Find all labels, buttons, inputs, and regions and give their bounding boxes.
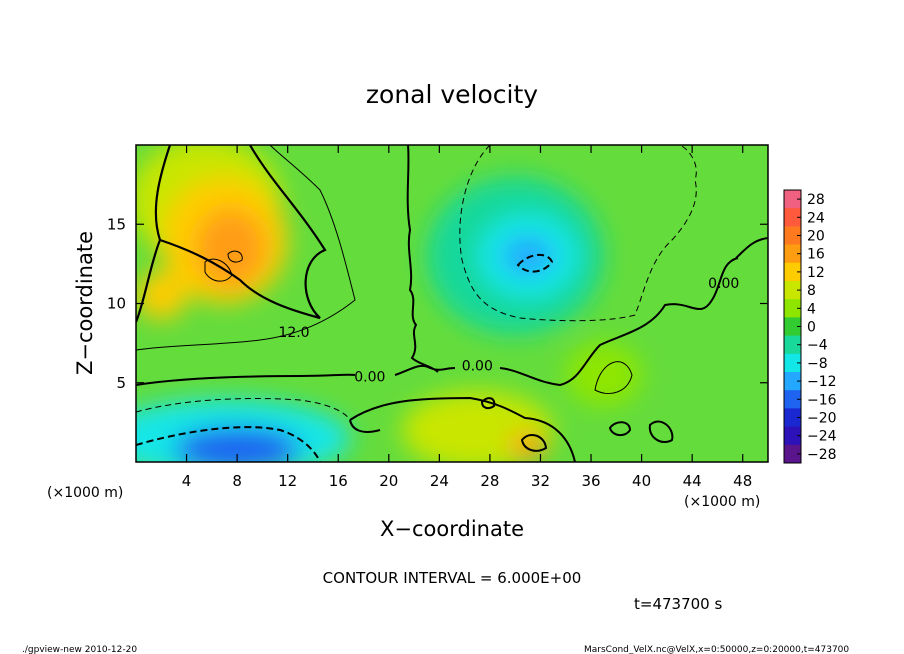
colorbar-segment: [784, 208, 801, 227]
contour-label: 0.00: [354, 369, 385, 385]
colorbar-segment: [784, 426, 801, 446]
contour-line: [136, 237, 768, 387]
colorbar-label: −12: [807, 374, 837, 390]
x-tick-label: 44: [683, 472, 702, 490]
contour-interval: CONTOUR INTERVAL = 6.000E+00: [323, 569, 582, 587]
x-unit-label-right: (×1000 m): [684, 494, 760, 510]
colorbar-label: −24: [807, 429, 837, 445]
colorbar-segment: [784, 244, 801, 264]
contour-lines: [136, 145, 768, 462]
contour-line: [516, 253, 554, 273]
contour-line: [608, 421, 632, 436]
colorbar-label: 20: [807, 229, 825, 245]
y-tick-label: 10: [107, 295, 126, 313]
field-region: [508, 433, 547, 459]
colorbar-segment: [784, 262, 801, 282]
contour-line: [136, 145, 356, 351]
chart-title: zonal velocity: [366, 80, 538, 109]
y-tick-label: 15: [107, 215, 126, 233]
colorbar-segment: [784, 444, 801, 464]
contour-line: [227, 250, 243, 263]
contour-line: [480, 397, 496, 410]
colorbar-segment: [784, 317, 801, 337]
x-tick-label: 40: [632, 472, 651, 490]
colorbar-label: 28: [807, 192, 825, 208]
x-tick-label: 16: [329, 472, 348, 490]
colorbar-label: −28: [807, 447, 837, 463]
colorbar-segment: [784, 390, 801, 409]
y-tick-label: 5: [116, 374, 126, 392]
footer-left: ./gpview-new 2010-12-20: [22, 645, 137, 654]
colorbar-label: −16: [807, 392, 837, 408]
colorbar-segment: [784, 408, 801, 428]
colorbar: 28 24 20 16 12 8 4 0 −4 −8 −12 −16 −20 −24 −28: [783, 189, 837, 464]
colorbar-segment: [784, 335, 801, 355]
field-region: [565, 343, 642, 407]
x-tick-label: 4: [182, 472, 192, 490]
x-tick-label: 28: [480, 472, 499, 490]
contour-line: [594, 361, 633, 394]
x-tick-label: 32: [531, 472, 550, 490]
field-region: [173, 427, 301, 462]
x-tick-label: 8: [232, 472, 242, 490]
x-axis-label: X−coordinate: [380, 517, 524, 541]
velocity-field: [136, 145, 642, 462]
x-tick-label: 12: [278, 472, 297, 490]
colorbar-segment: [784, 353, 801, 373]
contour-line: [136, 398, 351, 421]
colorbar-label: −4: [807, 338, 828, 354]
time-label: t=473700 s: [634, 595, 722, 613]
contour-label: 12.0: [278, 325, 309, 341]
colorbar-label: 0: [807, 320, 816, 336]
field-region: [502, 236, 554, 275]
contour-line: [349, 396, 576, 462]
y-axis: 5 10 15: [107, 215, 768, 392]
field-region: [195, 208, 267, 288]
x-unit-label-left: (×1000 m): [47, 485, 123, 501]
contour-line: [406, 145, 439, 373]
colorbar-label: 16: [807, 247, 825, 263]
y-axis-label: Z−coordinate: [73, 231, 97, 375]
contour-line: [136, 426, 321, 462]
footer-right: MarsCond_VelX.nc@VelX,x=0:50000,z=0:2000…: [584, 645, 849, 654]
plot-area: 12.0 0.00 0.00 0.00: [135, 144, 769, 463]
colorbar-label: −8: [807, 356, 828, 372]
contour-labels: 12.0 0.00 0.00 0.00: [278, 276, 739, 386]
field-blur-group: [136, 145, 642, 462]
colorbar-label: 12: [807, 265, 825, 281]
contour-line: [459, 145, 697, 322]
x-axis: 4 8 12 16 20 24 28 32 36 40 44 48: [182, 145, 752, 490]
x-tick-label: 48: [733, 472, 752, 490]
x-tick-label: 36: [581, 472, 600, 490]
colorbar-segment: [784, 281, 801, 300]
contour-line: [136, 145, 327, 323]
colorbar-segment: [784, 226, 801, 246]
x-tick-label: 24: [430, 472, 449, 490]
contour-line: [520, 433, 548, 452]
contour-line: [648, 420, 674, 444]
colorbar-segment: [784, 190, 801, 209]
contour-line: [204, 258, 233, 282]
x-tick-label: 20: [379, 472, 398, 490]
colorbar-label: 4: [807, 301, 816, 317]
colorbar-segment: [784, 299, 801, 318]
colorbar-label: −20: [807, 411, 837, 427]
contour-label: 0.00: [708, 276, 739, 292]
contour-label: 0.00: [462, 358, 493, 374]
colorbar-label: 8: [807, 283, 816, 299]
colorbar-segment: [784, 372, 801, 391]
field-region: [136, 271, 187, 320]
colorbar-label: 24: [807, 210, 825, 226]
